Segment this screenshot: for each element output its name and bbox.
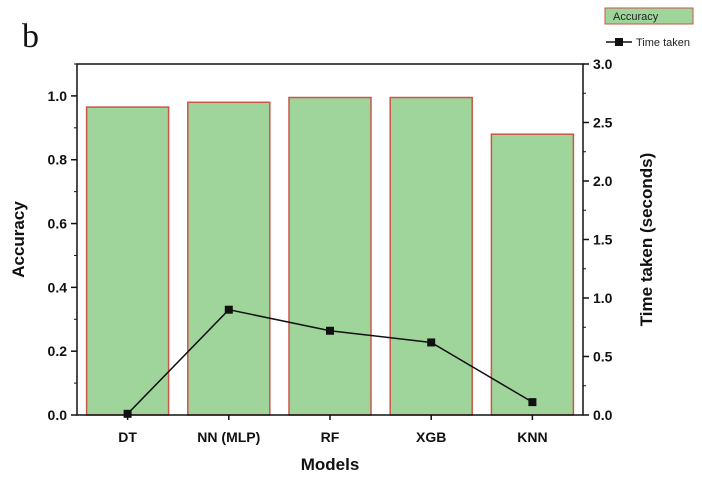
y2-tick-label: 1.0 bbox=[593, 290, 613, 306]
bar-rf bbox=[288, 96, 372, 416]
y2-tick-label: 1.5 bbox=[593, 232, 613, 248]
legend-swatch-accuracy bbox=[604, 7, 694, 25]
x-tick-label: DT bbox=[118, 429, 137, 445]
x-tick-label: KNN bbox=[517, 429, 547, 445]
y-tick-label: 0.8 bbox=[48, 152, 68, 168]
time-point-dt bbox=[123, 409, 132, 418]
y2-axis-title: Time taken (seconds) bbox=[637, 153, 656, 327]
y-tick-label: 0.2 bbox=[48, 343, 68, 359]
y2-tick-label: 2.0 bbox=[593, 173, 613, 189]
y2-tick-label: 0.5 bbox=[593, 349, 613, 365]
y-axis-title: Accuracy bbox=[9, 201, 28, 278]
time-point-knn bbox=[528, 398, 537, 407]
legend-label-time: Time taken bbox=[636, 37, 690, 49]
y-tick-label: 0.6 bbox=[48, 216, 68, 232]
time-point-nn-mlp- bbox=[224, 305, 233, 314]
bar-dt bbox=[85, 106, 170, 416]
panel-label: b bbox=[22, 18, 39, 55]
bar-nn-mlp- bbox=[187, 101, 271, 416]
y-tick-label: 0.4 bbox=[48, 279, 68, 295]
x-tick-label: NN (MLP) bbox=[197, 429, 260, 445]
bar-xgb bbox=[389, 96, 473, 416]
y2-tick-label: 2.5 bbox=[593, 115, 613, 131]
bar-knn bbox=[490, 133, 575, 416]
time-point-xgb bbox=[427, 338, 436, 347]
y-tick-label: 1.0 bbox=[48, 88, 68, 104]
x-tick-label: RF bbox=[321, 429, 340, 445]
y2-tick-label: 0.0 bbox=[593, 407, 613, 423]
y2-tick-label: 3.0 bbox=[593, 56, 613, 72]
legend-label-accuracy: Accuracy bbox=[613, 11, 659, 23]
x-axis-title: Models bbox=[301, 455, 360, 474]
legend-swatch-time-marker bbox=[615, 38, 623, 46]
x-tick-label: XGB bbox=[416, 429, 446, 445]
time-point-rf bbox=[326, 326, 334, 335]
y-tick-label: 0.0 bbox=[48, 407, 68, 423]
